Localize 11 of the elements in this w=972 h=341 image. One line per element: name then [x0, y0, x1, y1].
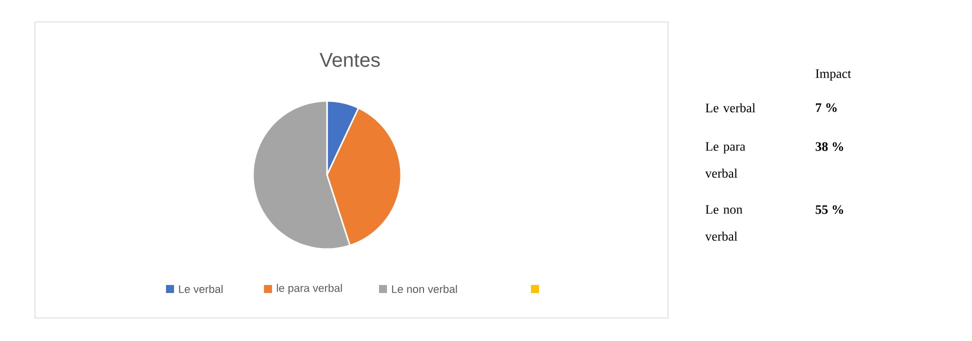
text: Impact [816, 69, 852, 81]
legend-label: Le non verbal [392, 284, 457, 294]
text: 7 % [816, 103, 837, 112]
category-label: Le para verbal [705, 142, 746, 178]
text: 55 % [816, 205, 844, 214]
legend-label: le para verbal [276, 284, 342, 294]
chart-title: Ventes [320, 53, 380, 67]
category-label: Le verbal [706, 103, 756, 112]
category-label: Le non verbal [705, 205, 742, 241]
legend-label: Le verbal [179, 284, 223, 294]
text: 38 % [816, 142, 844, 151]
